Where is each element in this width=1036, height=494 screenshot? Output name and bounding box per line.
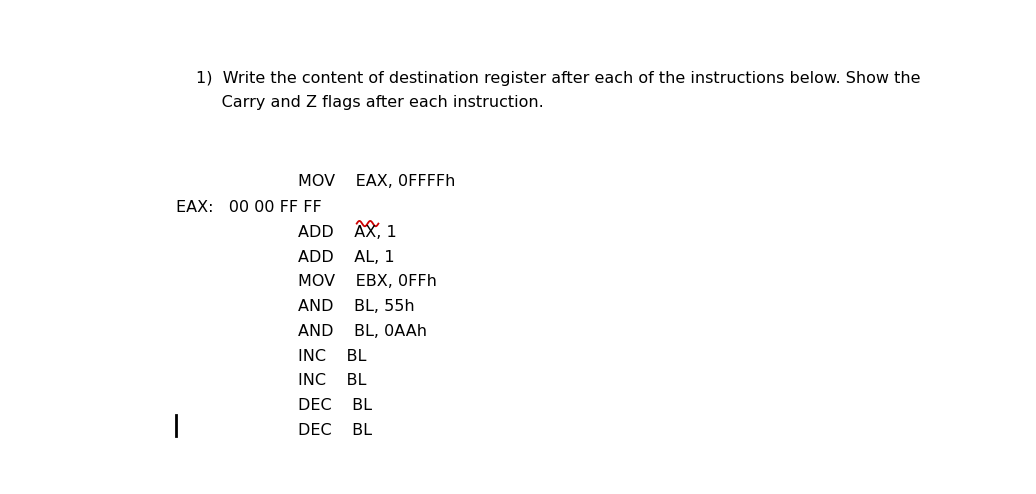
Text: DEC    BL: DEC BL: [298, 398, 372, 413]
Text: AND    BL, 55h: AND BL, 55h: [298, 299, 414, 314]
Text: MOV    EAX, 0FFFFh: MOV EAX, 0FFFFh: [298, 173, 456, 189]
Text: EAX:   00 00 FF FF: EAX: 00 00 FF FF: [176, 200, 322, 215]
Text: INC    BL: INC BL: [298, 373, 367, 388]
Text: Carry and Z flags after each instruction.: Carry and Z flags after each instruction…: [196, 95, 544, 111]
Text: ADD    AX, 1: ADD AX, 1: [298, 225, 397, 240]
Text: AND    BL, 0AAh: AND BL, 0AAh: [298, 324, 427, 339]
Text: 1)  Write the content of destination register after each of the instructions bel: 1) Write the content of destination regi…: [196, 71, 921, 85]
Text: DEC    BL: DEC BL: [298, 423, 372, 438]
Text: ADD    AL, 1: ADD AL, 1: [298, 249, 395, 265]
Text: INC    BL: INC BL: [298, 349, 367, 364]
Text: MOV    EBX, 0FFh: MOV EBX, 0FFh: [298, 274, 437, 289]
